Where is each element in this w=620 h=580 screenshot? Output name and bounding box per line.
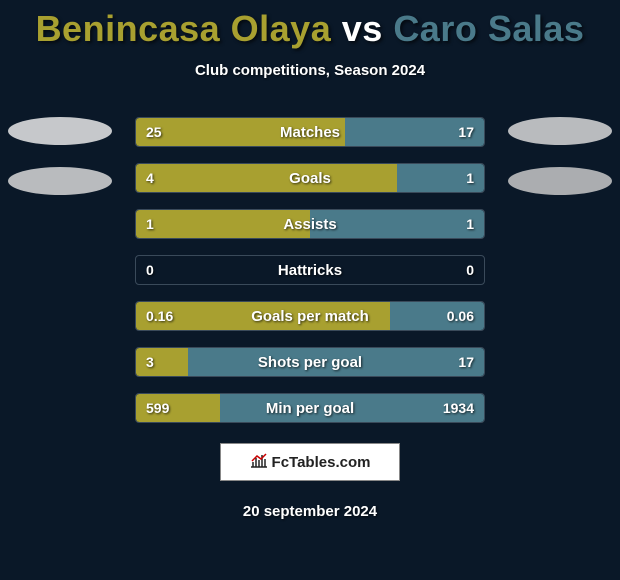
player2-name: Caro Salas [393,8,584,49]
player1-name: Benincasa Olaya [36,8,332,49]
stat-value-left: 0 [146,256,154,284]
bar-right [188,348,484,376]
decorative-ellipse [8,167,112,195]
stat-label: Hattricks [136,256,484,284]
stat-value-right: 0 [466,256,474,284]
decorative-ellipse [508,167,612,195]
stat-value-right: 1934 [443,394,474,422]
bar-right [310,210,484,238]
stat-value-right: 1 [466,164,474,192]
stat-row: 5991934Min per goal [135,393,485,423]
stat-row: 317Shots per goal [135,347,485,377]
stat-value-left: 25 [146,118,162,146]
stat-value-left: 4 [146,164,154,192]
decorative-ellipse [508,117,612,145]
footer-date: 20 september 2024 [0,503,620,520]
stat-row: 0 0Hattricks [135,255,485,285]
stat-row: 2517Matches [135,117,485,147]
stat-row: 11Assists [135,209,485,239]
stat-value-right: 17 [458,348,474,376]
stat-value-left: 3 [146,348,154,376]
stats-container: 2517Matches41Goals11Assists00Hattricks0.… [0,117,620,423]
stat-value-left: 1 [146,210,154,238]
brand-badge: FcTables.com [220,443,400,481]
vs-text: vs [342,8,383,49]
stat-value-left: 0.16 [146,302,173,330]
stat-value-right: 17 [458,118,474,146]
bar-left [136,348,188,376]
stat-value-right: 0.06 [447,302,474,330]
bar-left [136,210,310,238]
bar-left [136,118,345,146]
stat-row: 41Goals [135,163,485,193]
chart-icon [250,452,268,473]
comparison-title: Benincasa Olaya vs Caro Salas [0,0,620,50]
decorative-ellipse [8,117,112,145]
subtitle: Club competitions, Season 2024 [0,62,620,79]
stat-value-right: 1 [466,210,474,238]
stat-value-left: 599 [146,394,169,422]
brand-text: FcTables.com [272,454,371,471]
bar-left [136,164,397,192]
stat-row: 0.160.06Goals per match [135,301,485,331]
bar-left [136,302,390,330]
